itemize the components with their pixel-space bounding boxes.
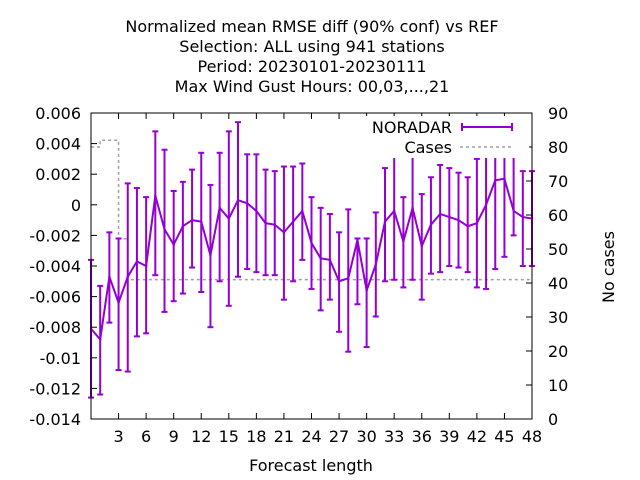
- data-point: [291, 220, 295, 223]
- data-point: [255, 209, 258, 213]
- data-point: [503, 177, 506, 180]
- data-point: [494, 179, 497, 182]
- y-right-tick-label: 40: [548, 274, 568, 293]
- data-point: [126, 275, 129, 278]
- data-point: [264, 221, 267, 225]
- x-tick-label: 6: [141, 427, 151, 446]
- data-point: [218, 206, 221, 210]
- data-point: [356, 238, 359, 242]
- data-point: [328, 258, 332, 262]
- x-axis-label: Forecast length: [249, 456, 373, 475]
- y-left-tick-label: -0.01: [40, 349, 81, 368]
- x-tick-label: 12: [191, 427, 211, 446]
- y-right-tick-label: 20: [548, 342, 568, 361]
- legend: NORADAR Cases: [364, 116, 529, 158]
- data-point: [347, 277, 350, 280]
- y-left-tick-label: 0.004: [35, 135, 81, 154]
- data-point: [273, 223, 276, 226]
- x-tick-label: 24: [301, 427, 321, 446]
- legend-label-noradar: NORADAR: [372, 118, 452, 137]
- x-tick-label: 21: [274, 427, 294, 446]
- data-point: [181, 225, 185, 228]
- data-point: [512, 209, 515, 213]
- noradar-series: [88, 116, 535, 399]
- data-point: [392, 209, 396, 213]
- x-tick-label: 48: [522, 427, 542, 446]
- data-point: [172, 243, 175, 246]
- legend-background: [364, 116, 529, 158]
- data-point: [466, 225, 469, 228]
- title-line-2: Selection: ALL using 941 stations: [179, 37, 444, 56]
- data-point: [163, 228, 166, 231]
- y-left-tick-label: -0.004: [29, 257, 81, 276]
- data-point: [438, 212, 442, 216]
- x-tick-label: 3: [113, 427, 123, 446]
- data-point: [200, 220, 203, 223]
- x-tick-label: 45: [494, 427, 514, 446]
- x-tick-label: 39: [439, 427, 459, 446]
- y-left-tick-label: -0.008: [29, 318, 81, 337]
- data-point: [209, 254, 212, 257]
- y-left-tick-label: -0.002: [29, 226, 81, 245]
- data-point: [144, 264, 148, 268]
- data-point: [190, 218, 194, 222]
- y-left-tick-label: 0: [71, 196, 81, 215]
- data-point: [98, 338, 102, 341]
- data-point: [411, 206, 414, 210]
- data-point: [475, 221, 479, 225]
- legend-sample-noradar: [461, 123, 513, 131]
- axis-ticks: 3 6 9 12 15 18 21 24 27 30 33 36 39 42 45 480.0060.0040…: [29, 104, 568, 446]
- data-point: [383, 220, 387, 223]
- data-point: [108, 275, 111, 278]
- y-right-tick-label: 70: [548, 172, 568, 191]
- data-point: [420, 244, 423, 248]
- data-point: [365, 289, 368, 292]
- y-left-tick-label: -0.006: [29, 288, 81, 307]
- x-tick-label: 18: [246, 427, 266, 446]
- x-tick-label: 36: [412, 427, 432, 446]
- x-tick-label: 30: [356, 427, 376, 446]
- data-point: [310, 241, 313, 245]
- x-tick-label: 27: [329, 427, 349, 446]
- data-point: [245, 202, 249, 205]
- data-point: [319, 257, 322, 260]
- y-right-tick-label: 80: [548, 138, 568, 157]
- x-tick-label: 33: [384, 427, 404, 446]
- chart-title: Normalized mean RMSE diff (90% conf) vs …: [125, 17, 498, 96]
- y-left-tick-label: 0.002: [35, 165, 81, 184]
- data-point: [227, 217, 231, 220]
- x-tick-label: 9: [169, 427, 179, 446]
- y-right-tick-label: 90: [548, 104, 568, 123]
- x-tick-label: 15: [219, 427, 239, 446]
- y-left-tick-label: -0.014: [29, 410, 81, 429]
- y-right-tick-label: 50: [548, 240, 568, 259]
- legend-label-cases: Cases: [405, 138, 453, 157]
- title-line-4: Max Wind Gust Hours: 00,03,...,21: [175, 77, 450, 96]
- data-point: [282, 231, 286, 234]
- y-left-tick-label: 0.006: [35, 104, 81, 123]
- x-tick-label: 42: [467, 427, 487, 446]
- title-line-3: Period: 20230101-20230111: [197, 57, 426, 76]
- data-point: [429, 223, 433, 226]
- data-point: [337, 280, 341, 283]
- data-point: [117, 301, 120, 304]
- y-right-tick-label: 10: [548, 376, 568, 395]
- right-axis-label: No cases: [599, 231, 618, 303]
- title-line-1: Normalized mean RMSE diff (90% conf) vs …: [125, 17, 498, 36]
- data-point: [457, 218, 460, 222]
- data-point: [154, 194, 157, 197]
- data-point: [402, 240, 405, 243]
- data-point: [484, 203, 488, 206]
- data-point: [135, 260, 139, 263]
- data-point: [236, 199, 240, 202]
- y-right-tick-label: 0: [548, 410, 558, 429]
- y-left-tick-label: -0.012: [29, 379, 81, 398]
- data-point: [448, 215, 451, 219]
- y-right-tick-label: 30: [548, 308, 568, 327]
- data-point: [374, 263, 378, 266]
- data-point: [521, 215, 525, 219]
- y-right-tick-label: 60: [548, 206, 568, 225]
- data-point: [301, 209, 304, 213]
